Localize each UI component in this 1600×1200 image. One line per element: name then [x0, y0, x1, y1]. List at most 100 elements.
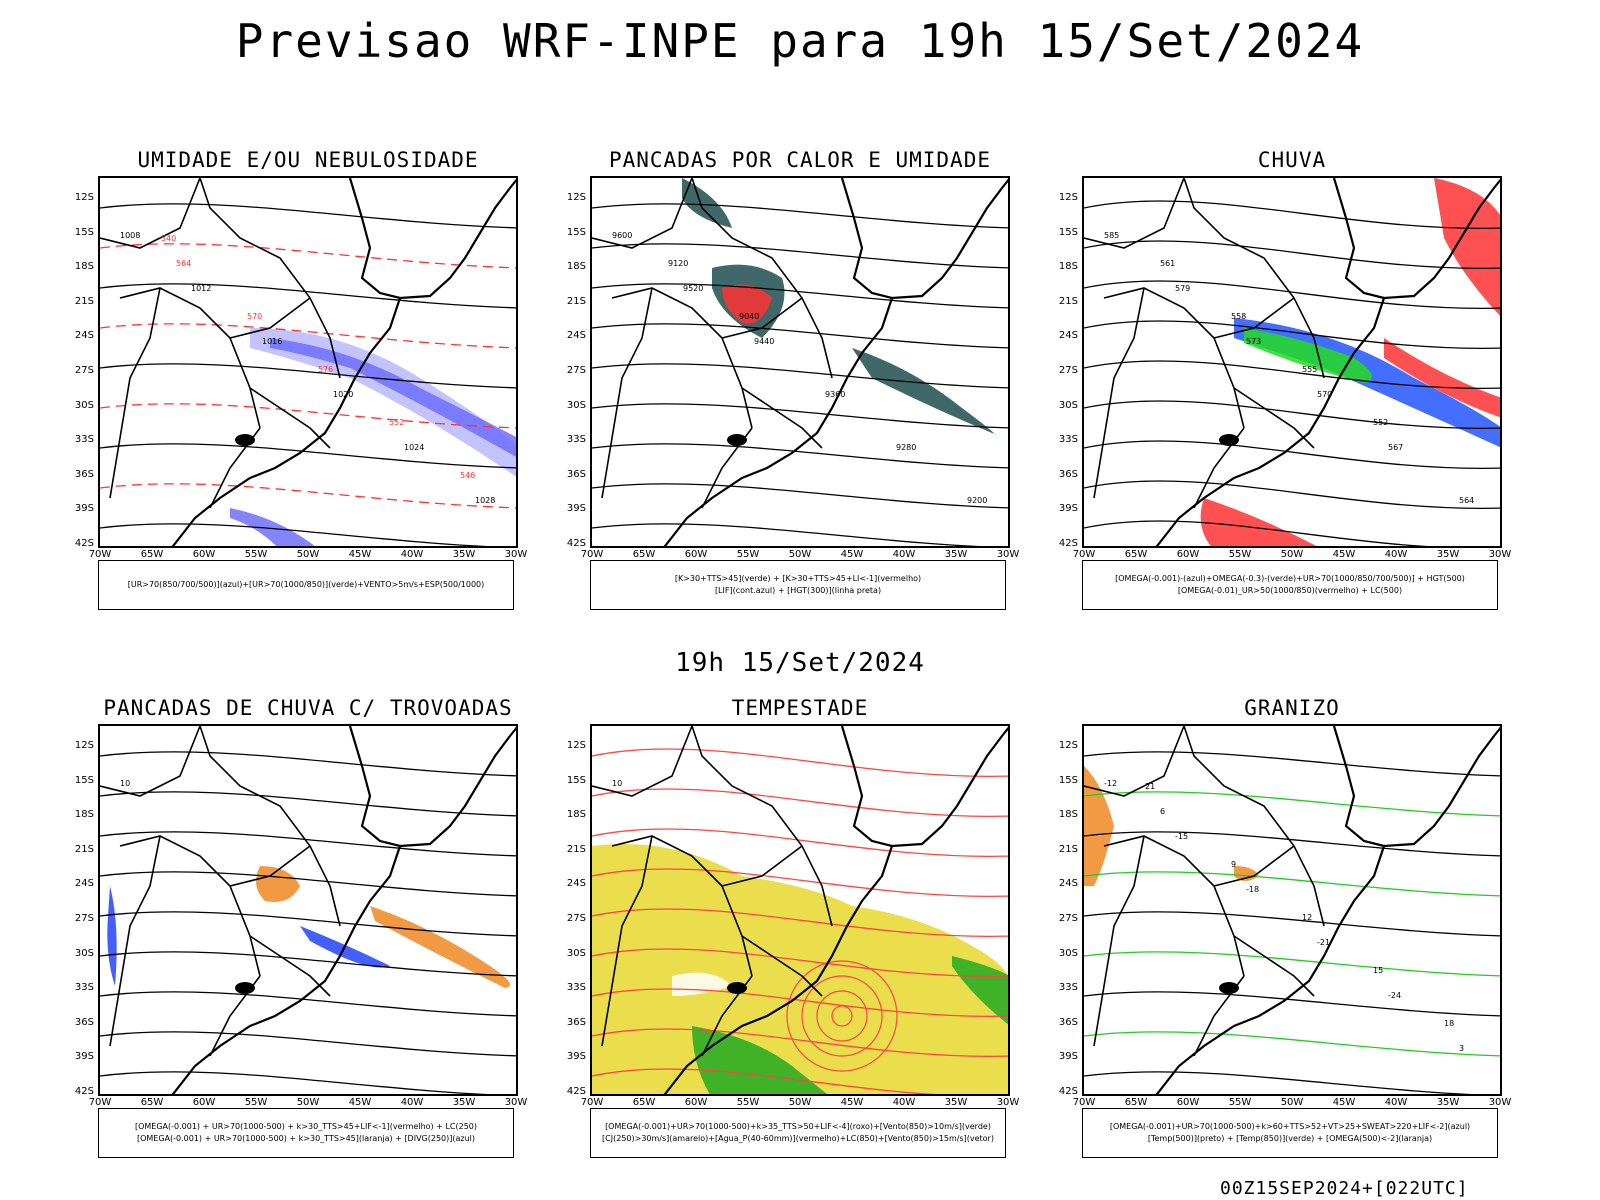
contour-line — [1084, 751, 1500, 777]
contour-line — [100, 203, 516, 229]
contour-label: 546 — [460, 471, 475, 480]
country-border — [611, 287, 753, 429]
contour-line — [592, 403, 1008, 429]
map-frame: 10 — [98, 724, 518, 1096]
latitude-label: 12S — [566, 740, 586, 751]
latitude-label: 36S — [74, 1016, 94, 1028]
latitude-label: 30S — [566, 947, 586, 959]
latitude-label: 36S — [74, 468, 94, 480]
latitude-label: 15S — [1058, 226, 1078, 238]
latitude-label: 30S — [74, 399, 94, 411]
country-border — [691, 178, 833, 379]
country-border — [1093, 835, 1145, 1047]
map-panel: CHUVA 585 579 573 570 567 564 561 558 555 552 12S 15… — [1059, 148, 1511, 613]
country-border — [1213, 845, 1295, 887]
country-border — [100, 726, 201, 797]
latitude-label: 15S — [74, 226, 94, 238]
longitude-label: 40W — [400, 1097, 424, 1108]
country-border — [1213, 297, 1295, 339]
coastline — [1332, 178, 1500, 300]
contour-line — [592, 1028, 1008, 1058]
contour-line — [592, 828, 1008, 858]
latitude-label: 27S — [74, 913, 94, 924]
contour-label: -18 — [1246, 885, 1259, 894]
longitude-label: 70W — [1072, 549, 1096, 560]
latitude-label: 33S — [1058, 434, 1078, 446]
contour-line — [1084, 831, 1500, 857]
contour-label: 9600 — [612, 231, 632, 240]
lake — [235, 982, 255, 994]
country-border — [100, 178, 201, 249]
contour-line — [100, 951, 516, 977]
latitude-label: 18S — [74, 261, 94, 273]
weather-area — [672, 972, 732, 996]
country-border — [592, 726, 693, 797]
contour-line — [592, 363, 1008, 389]
map-canvas: -12 -15 -18 -21 -24 3 6 9 12 15 18 21 — [1084, 726, 1500, 1094]
contour-label: 9520 — [683, 284, 703, 293]
longitude-label: 30W — [996, 1097, 1020, 1108]
contour-label: 1008 — [120, 231, 140, 240]
latitude-label: 36S — [1058, 1016, 1078, 1028]
contour-line — [592, 788, 1008, 818]
map-frame: 585 579 573 570 567 564 561 558 555 552 — [1082, 176, 1502, 548]
latitude-label: 15S — [566, 774, 586, 786]
longitude-label: 40W — [1384, 549, 1408, 560]
latitude-label: 39S — [1058, 1051, 1078, 1063]
longitude-label: 40W — [892, 1097, 916, 1108]
latitude-label: 12S — [1058, 740, 1078, 751]
lake — [727, 982, 747, 994]
circulation-contour — [786, 960, 898, 1072]
country-border — [119, 287, 261, 429]
contour-line — [1084, 871, 1500, 897]
contour-label: 21 — [1145, 782, 1155, 791]
latitude-label: 36S — [1058, 468, 1078, 480]
country-border — [1233, 935, 1315, 997]
latitude-label: 42S — [74, 1086, 94, 1097]
longitude-label: 60W — [192, 1097, 216, 1108]
map-frame: 1008 1012 1016 1020 1024 1028 564 570 576 552 546 5… — [98, 176, 518, 548]
contour-line — [100, 791, 516, 817]
map-canvas: 9600 9520 9440 9360 9280 9200 9120 9040 — [592, 178, 1008, 546]
country-border — [1103, 287, 1245, 429]
latitude-label: 15S — [74, 774, 94, 786]
contour-label: 564 — [1459, 496, 1474, 505]
latitude-label: 24S — [1058, 878, 1078, 890]
country-border — [1093, 287, 1145, 499]
latitude-label: 30S — [74, 947, 94, 959]
longitude-label: 35W — [1436, 549, 1460, 560]
contour-label: 579 — [1175, 284, 1190, 293]
contour-line — [100, 323, 516, 349]
contour-label: 10 — [120, 779, 130, 788]
contour-label: 9120 — [668, 259, 688, 268]
contour-line — [592, 523, 981, 546]
panel-title: UMIDADE E/OU NEBULOSIDADE — [137, 148, 479, 172]
longitude-label: 55W — [736, 1097, 760, 1108]
contour-label: -15 — [1175, 832, 1188, 841]
longitude-label: 65W — [632, 549, 656, 560]
map-canvas: 1008 1012 1016 1020 1024 1028 564 570 576 552 546 5… — [100, 178, 516, 546]
country-border — [691, 726, 833, 927]
country-border — [741, 935, 823, 997]
coastline — [840, 178, 1008, 300]
contour-line — [1084, 400, 1500, 430]
weather-area — [1384, 338, 1500, 418]
latitude-label: 39S — [1058, 503, 1078, 515]
map-canvas: 10 — [592, 726, 1008, 1094]
longitude-label: 65W — [140, 549, 164, 560]
contour-line — [592, 948, 1008, 978]
longitude-label: 50W — [788, 1097, 812, 1108]
circulation-contour — [831, 1005, 853, 1027]
latitude-label: 33S — [566, 982, 586, 994]
longitude-label: 50W — [1280, 1097, 1304, 1108]
longitude-label: 30W — [996, 549, 1020, 560]
legend-box: [UR>70(850/700/500)](azul)+[UR>70(1000/8… — [98, 560, 514, 610]
longitude-label: 30W — [504, 1097, 528, 1108]
latitude-label: 21S — [1058, 843, 1078, 855]
longitude-label: 70W — [1072, 1097, 1096, 1108]
latitude-label: 39S — [566, 503, 586, 515]
contour-line — [100, 1071, 489, 1094]
legend-line: [OMEGA(-0.001) + UR>70(1000-500) + k>30_… — [134, 1122, 478, 1131]
weather-area — [250, 328, 516, 477]
legend-line: [Temp(500)](preto) + [Temp(850)](verde) … — [1147, 1134, 1433, 1143]
